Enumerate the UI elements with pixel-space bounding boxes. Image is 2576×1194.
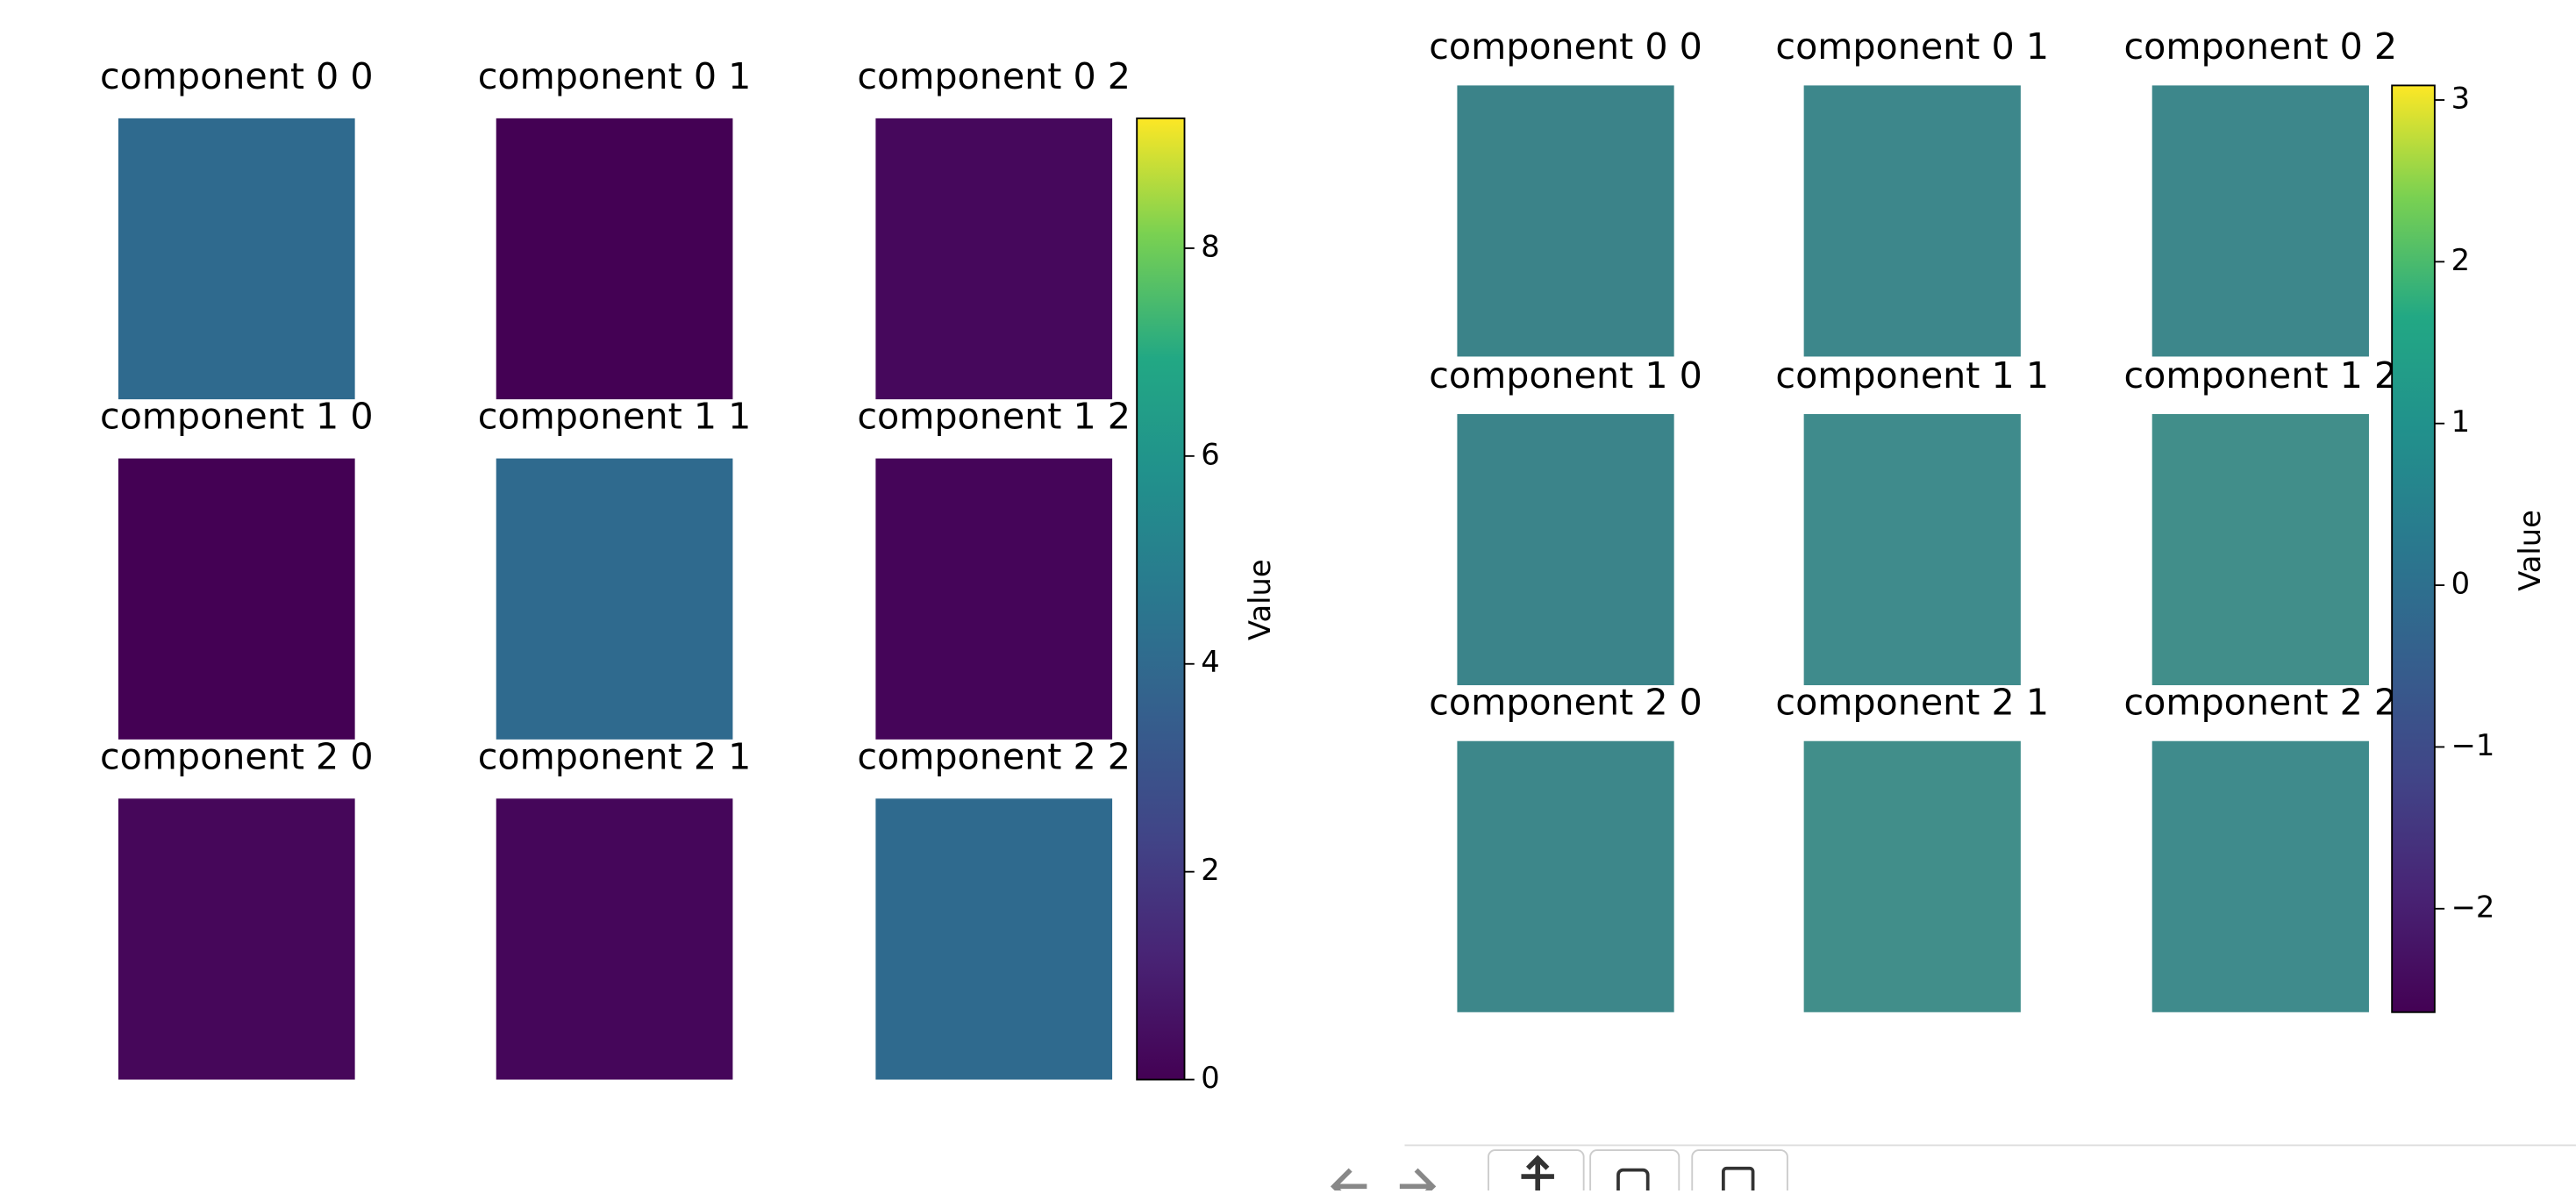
image-panel [1803,414,2021,686]
image-panel [1803,85,2021,357]
image-panel [2151,414,2369,686]
pan-icon [1521,1155,1554,1193]
image-panel [2151,740,2369,1012]
colorbar-tick-label: 2 [2451,243,2470,277]
colorbar-tick-label: 3 [2451,81,2470,115]
panel-title: component 2 0 [1429,682,1702,724]
image-panel [118,118,355,400]
back-button[interactable] [1330,1168,1367,1194]
panel-title: component 0 1 [478,55,752,97]
forward-button[interactable] [1399,1168,1437,1194]
panel-title: component 0 2 [857,55,1131,97]
panel-title: component 1 2 [857,396,1131,438]
image-panel [2151,85,2369,357]
figures: component 0 0 component 0 1 component 0 2 c… [100,25,2547,1095]
panel-title: component 1 2 [2124,354,2398,397]
colorbar [2391,84,2436,1013]
panel-title: component 1 1 [1775,354,2049,397]
image-panel [496,458,733,740]
save-button[interactable] [1691,1149,1788,1194]
panel-title: component 2 0 [100,735,374,777]
image-panel [1457,414,1674,686]
image-panel [118,458,355,740]
colorbar-tick-label: 1 [2451,404,2470,439]
panel-title: component 2 1 [478,735,752,777]
image-panel [496,118,733,400]
colorbar [1136,117,1186,1081]
image-panel [875,118,1113,400]
figure: component 0 0 component 0 1 component 0 2 c… [100,55,1277,1095]
save-icon [1721,1166,1755,1194]
image-panel [1457,85,1674,357]
panel-title: component 1 0 [100,396,374,438]
panel-title: component 0 1 [1775,25,2049,68]
image-panel [1457,740,1674,1012]
image-panel [496,798,733,1080]
colorbar-label: Value [2513,510,2547,591]
figure: component 0 0 component 0 1 component 0 2 c… [1429,25,2547,1016]
panel-title: component 2 2 [857,735,1131,777]
colorbar-tick-label: −1 [2451,728,2495,762]
panel-title: component 2 2 [2124,682,2398,724]
panel-title: component 0 0 [100,55,374,97]
image-panel [1803,740,2021,1012]
colorbar-tick-label: 4 [1201,645,1219,679]
panel-title: component 1 1 [478,396,752,438]
panel-title: component 0 2 [2124,25,2398,68]
image-panel [875,798,1113,1080]
colorbar-tick-label: 2 [1201,853,1219,887]
colorbar-tick-label: 8 [1201,229,1219,263]
colorbar-label: Value [1243,559,1277,640]
image-panel [875,458,1113,740]
panel-title: component 1 0 [1429,354,1702,397]
colorbar-tick-label: 6 [1201,437,1219,471]
colorbar-tick-label: −2 [2451,890,2495,924]
zoom-button[interactable] [1589,1149,1680,1194]
panel-title: component 0 0 [1429,25,1702,68]
colorbar-tick-label: 0 [1201,1061,1219,1095]
panel-title: component 2 1 [1775,682,2049,724]
colorbar-tick-label: 0 [2451,567,2470,601]
image-panel [118,798,355,1080]
zoom-icon [1616,1168,1650,1194]
toolbar [1330,1144,2576,1194]
